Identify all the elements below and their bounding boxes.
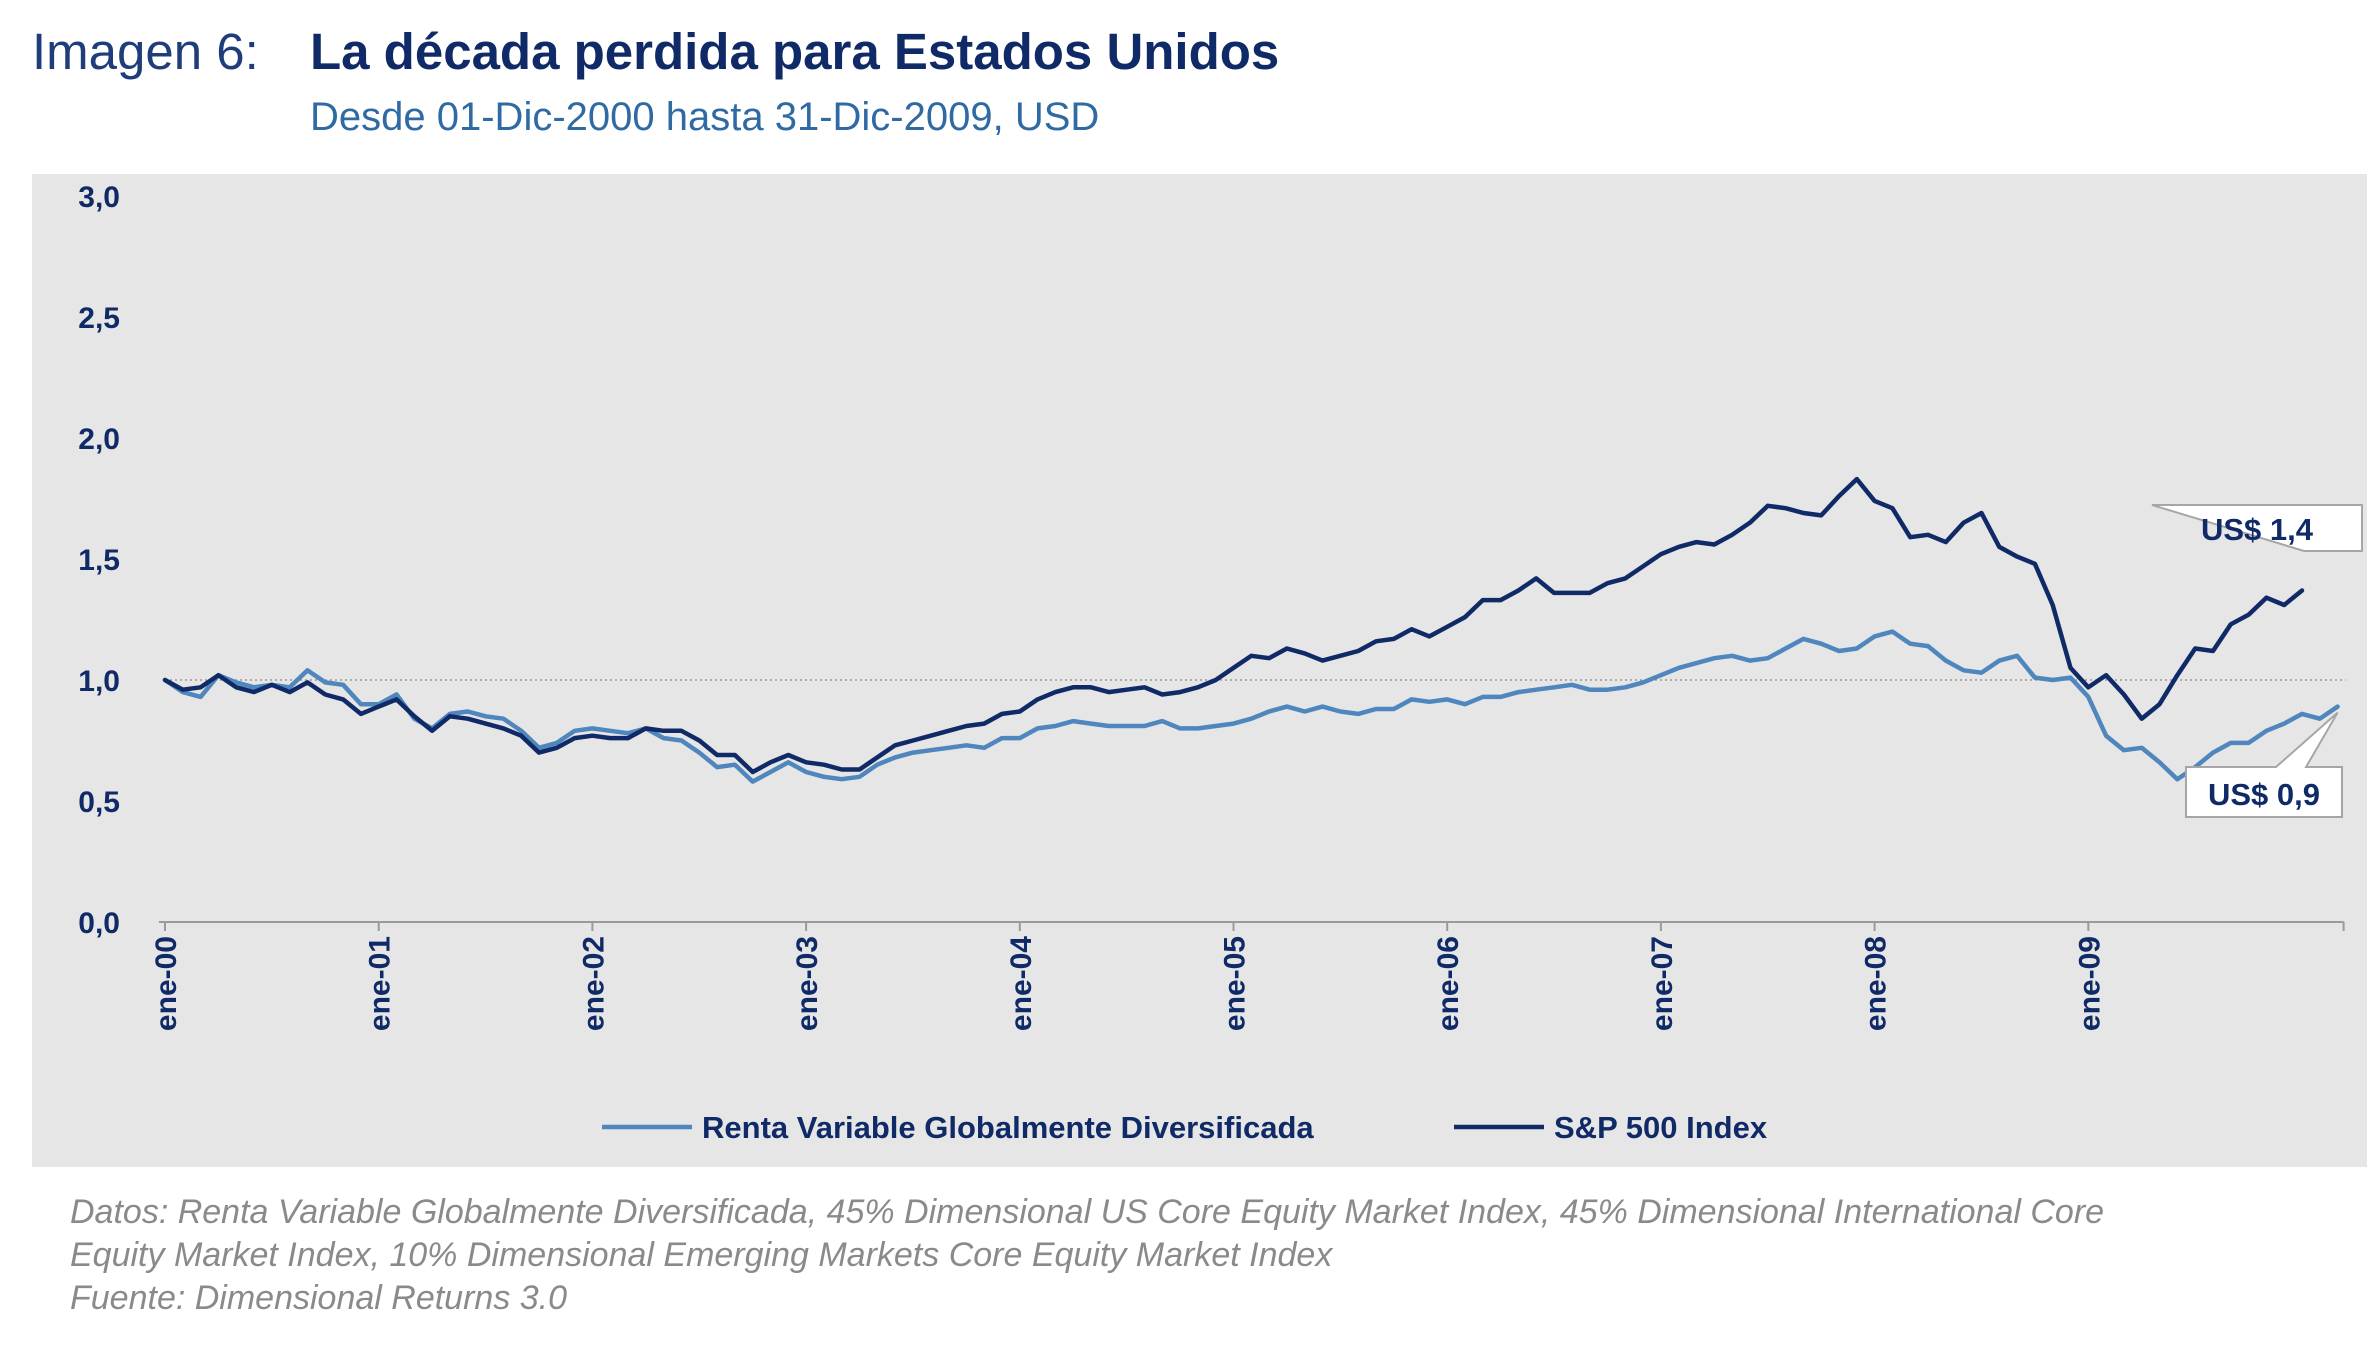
y-tick-label: 1,5 (78, 544, 120, 577)
callout-box-diversified (2185, 711, 2343, 818)
y-tick-label: 2,5 (78, 302, 120, 335)
x-tick-label: ene-00 (150, 936, 183, 1031)
footer-source: Fuente: Dimensional Returns 3.0 (70, 1279, 568, 1317)
x-tick-label: ene-04 (1005, 936, 1038, 1031)
chart-panel: 0,0 0,5 1,0 1,5 2,0 2,5 3,0 ene-00 ene-01 ene-02 e… (32, 174, 2367, 1167)
x-tick-label: ene-02 (577, 936, 610, 1031)
x-tick-label: ene-07 (1646, 936, 1679, 1031)
x-tick-label: ene-03 (791, 936, 824, 1031)
y-tick-label: 3,0 (78, 181, 120, 214)
callout-label-sp500: US$ 1,4 (2201, 512, 2314, 547)
y-tick-label: 0,0 (78, 907, 120, 940)
y-tick-label: 1,0 (78, 665, 120, 698)
callout-label-diversified: US$ 0,9 (2208, 777, 2320, 812)
figure-label: Imagen 6: (32, 23, 259, 80)
x-tick-label: ene-05 (1219, 936, 1252, 1031)
footer-data-note-line1: Datos: Renta Variable Globalmente Divers… (70, 1193, 2105, 1231)
x-tick-label: ene-06 (1432, 936, 1465, 1031)
x-tick-label: ene-09 (2073, 936, 2106, 1031)
legend-label-1: Renta Variable Globalmente Diversificada (702, 1110, 1314, 1145)
series-line-1 (162, 629, 2340, 784)
x-tick-label: ene-01 (364, 936, 397, 1031)
y-tick-label: 0,5 (78, 786, 120, 819)
chart-subtitle: Desde 01-Dic-2000 hasta 31-Dic-2009, USD (310, 95, 1100, 139)
chart-title: La década perdida para Estados Unidos (310, 23, 1280, 80)
y-tick-label: 2,0 (78, 423, 120, 456)
callout-box-sp500 (2151, 504, 2363, 552)
footer-data-note-line2: Equity Market Index, 10% Dimensional Eme… (70, 1236, 1333, 1274)
legend-label-2: S&P 500 Index (1554, 1110, 1768, 1145)
line-chart: 0,0 0,5 1,0 1,5 2,0 2,5 3,0 ene-00 ene-01 ene-02 e… (78, 181, 2363, 1145)
series-line-2 (162, 476, 2305, 775)
x-tick-label: ene-08 (1860, 936, 1893, 1031)
